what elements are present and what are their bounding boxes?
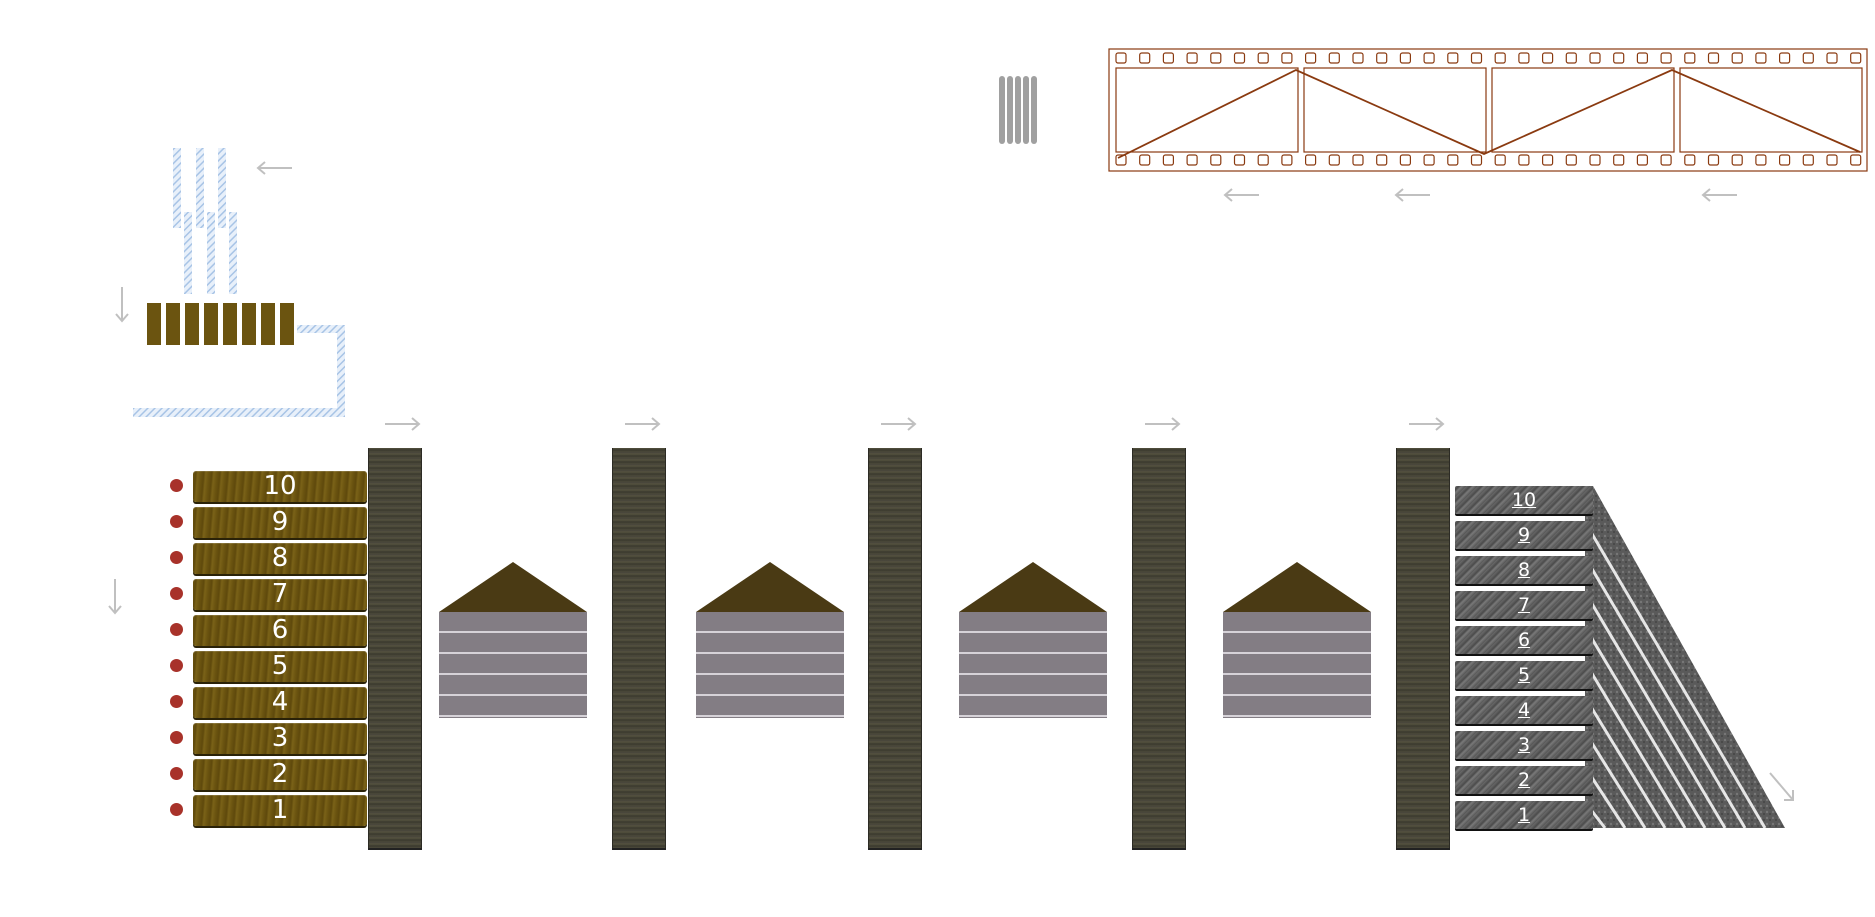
stack-bar-7: 7 (193, 579, 367, 610)
arrow-down-icon (108, 579, 122, 615)
film-strip-truss (1108, 48, 1868, 172)
stack-bar-3: 3 (1455, 731, 1593, 759)
bullet-dot (170, 731, 183, 744)
arrow-left-icon (1394, 188, 1430, 202)
bullet-dot (170, 551, 183, 564)
house-roof (439, 562, 587, 612)
stack-bar-2: 2 (193, 759, 367, 790)
stack-bar-5: 5 (1455, 661, 1593, 689)
house-body (1223, 612, 1371, 718)
arrow-right-icon (625, 417, 661, 431)
stack-bar-9: 9 (1455, 521, 1593, 549)
arrow-right-icon (881, 417, 917, 431)
bullet-dot (170, 479, 183, 492)
pillar (612, 448, 666, 848)
house-block (439, 562, 587, 718)
stack-bar-3: 3 (193, 723, 367, 754)
stack-bar-6: 6 (193, 615, 367, 646)
arrow-down-right-icon (1769, 772, 1794, 801)
stack-bar-5: 5 (193, 651, 367, 682)
arrow-left-icon (1701, 188, 1737, 202)
stack-bar-1: 1 (193, 795, 367, 826)
stack-bar-6: 6 (1455, 626, 1593, 654)
stack-bar-7: 7 (1455, 591, 1593, 619)
stack-bar-8: 8 (1455, 556, 1593, 584)
stack-bar-9: 9 (193, 507, 367, 538)
stack-bar-8: 8 (193, 543, 367, 574)
arrow-right-icon (1145, 417, 1181, 431)
pillar (1132, 448, 1186, 848)
house-body (439, 612, 587, 718)
arrow-right-icon (1409, 417, 1445, 431)
bullet-dot (170, 659, 183, 672)
house-roof (1223, 562, 1371, 612)
bullet-dot (170, 587, 183, 600)
house-roof (696, 562, 844, 612)
pillar (368, 448, 422, 848)
grey-stripes-icon (999, 76, 1037, 144)
sloped-shadow (1585, 486, 1785, 829)
house-block (1223, 562, 1371, 718)
stack-bar-10: 10 (1455, 486, 1593, 514)
pillar (868, 448, 922, 848)
house-block (696, 562, 844, 718)
arrow-left-icon (1223, 188, 1259, 202)
hatched-comb-diagram (133, 148, 345, 417)
arrow-down-icon (115, 287, 129, 323)
bullet-dot (170, 695, 183, 708)
house-body (696, 612, 844, 718)
house-body (959, 612, 1107, 718)
arrow-left-icon (256, 161, 292, 175)
bullet-dot (170, 803, 183, 816)
bullet-dot (170, 515, 183, 528)
bullet-dot (170, 767, 183, 780)
stack-bar-2: 2 (1455, 766, 1593, 794)
house-roof (959, 562, 1107, 612)
stack-bar-1: 1 (1455, 801, 1593, 829)
house-block (959, 562, 1107, 718)
stack-bar-4: 4 (1455, 696, 1593, 724)
pillar (1396, 448, 1450, 848)
stack-bar-10: 10 (193, 471, 367, 502)
arrow-right-icon (385, 417, 421, 431)
bullet-dot (170, 623, 183, 636)
stack-bar-4: 4 (193, 687, 367, 718)
